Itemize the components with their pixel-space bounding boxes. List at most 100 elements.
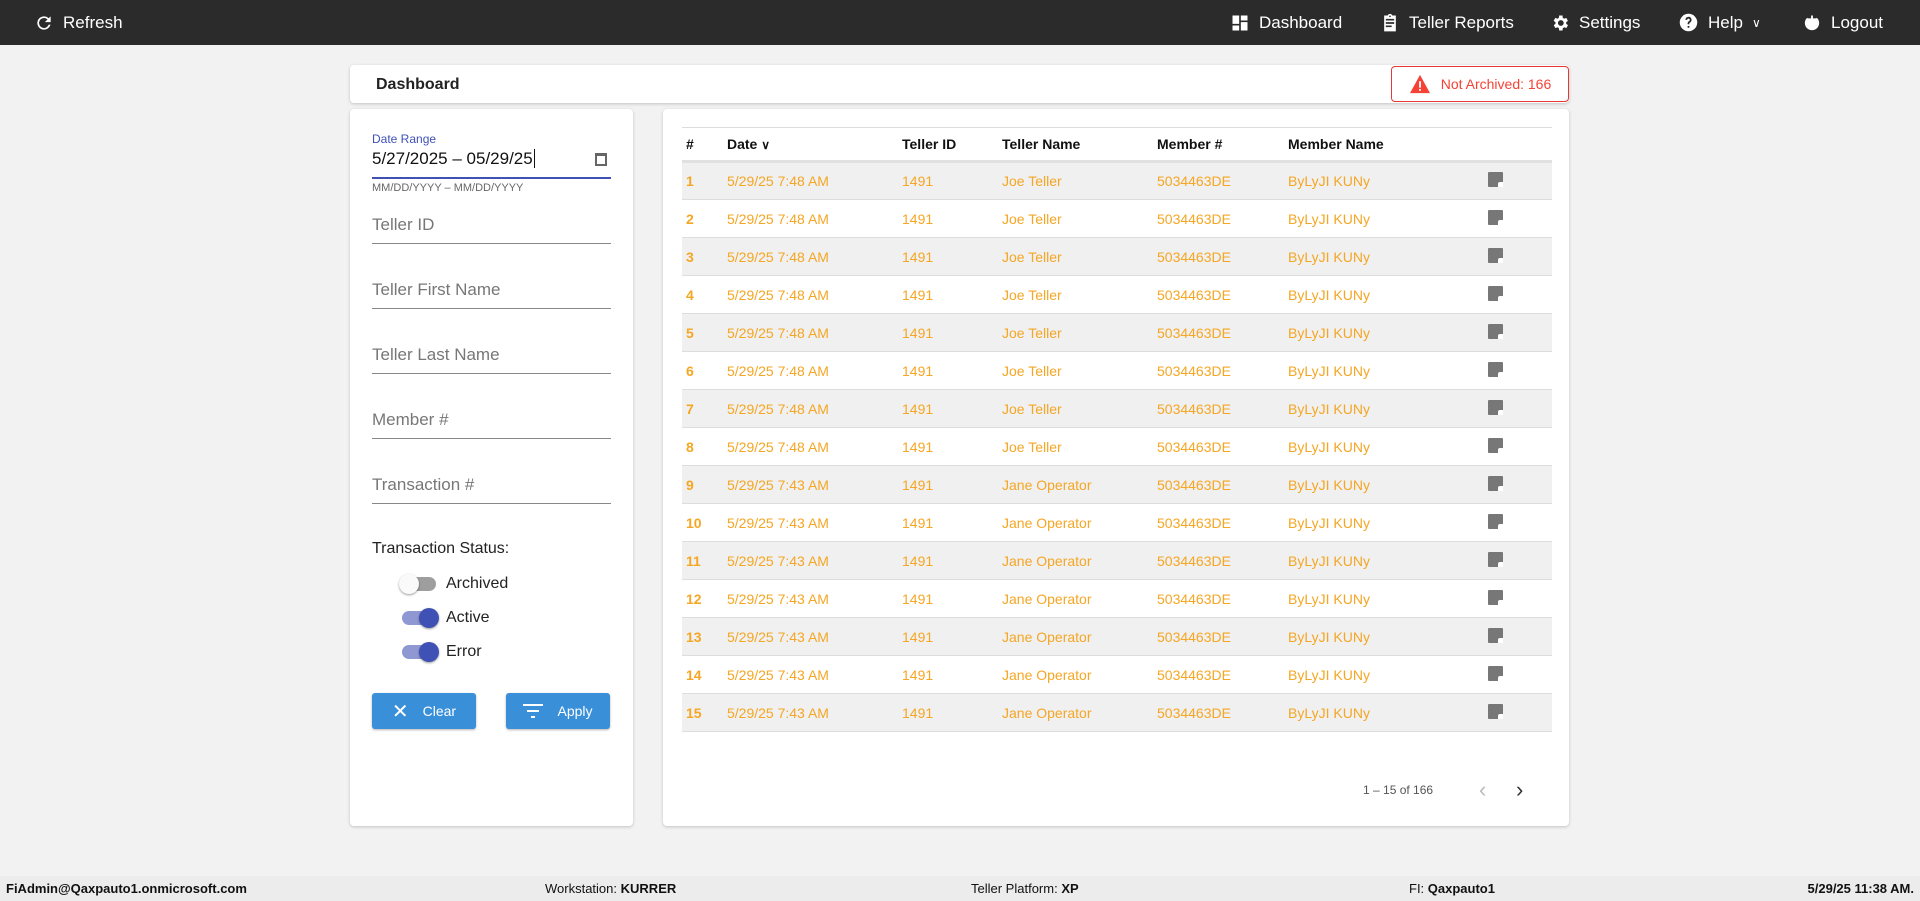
row-teller-name: Joe Teller bbox=[998, 427, 1153, 466]
note-icon[interactable] bbox=[1488, 551, 1503, 567]
clear-button[interactable]: ✕ Clear bbox=[372, 693, 476, 729]
note-icon[interactable] bbox=[1488, 172, 1503, 187]
row-teller-name: Jane Operator bbox=[998, 617, 1153, 656]
note-icon[interactable] bbox=[1488, 665, 1503, 681]
row-teller-name: Joe Teller bbox=[998, 275, 1153, 314]
row-actions bbox=[1484, 161, 1552, 200]
filter-panel: Date Range 5/27/2025 – 05/29/25 MM/DD/YY… bbox=[350, 109, 633, 826]
row-number: 2 bbox=[682, 199, 723, 238]
row-member-number: 5034463DE bbox=[1153, 237, 1284, 276]
prev-page-button[interactable]: ‹ bbox=[1479, 777, 1487, 802]
not-archived-badge[interactable]: Not Archived: 166 bbox=[1391, 66, 1569, 102]
help-label: Help bbox=[1708, 12, 1743, 32]
row-member-name: ByLyJI KUNy bbox=[1284, 199, 1484, 238]
error-toggle[interactable]: Error bbox=[402, 642, 482, 662]
table-row[interactable]: 2 5/29/25 7:48 AM 1491 Joe Teller 5034463DE B… bbox=[682, 199, 1552, 238]
refresh-button[interactable]: Refresh bbox=[34, 0, 123, 45]
calendar-icon[interactable] bbox=[595, 153, 607, 166]
footer-user: FiAdmin@Qaxpauto1.onmicrosoft.com bbox=[6, 881, 247, 896]
table-row[interactable]: 9 5/29/25 7:43 AM 1491 Jane Operator 5034463… bbox=[682, 465, 1552, 504]
archived-toggle[interactable]: Archived bbox=[399, 574, 509, 594]
table-row[interactable]: 1 5/29/25 7:48 AM 1491 Joe Teller 5034463DE B… bbox=[682, 161, 1552, 200]
note-icon[interactable] bbox=[1488, 627, 1503, 643]
row-number: 15 bbox=[682, 693, 723, 732]
row-actions bbox=[1484, 427, 1552, 466]
table-row[interactable]: 7 5/29/25 7:48 AM 1491 Joe Teller 5034463DE B… bbox=[682, 389, 1552, 428]
clear-label: Clear bbox=[422, 703, 457, 719]
note-icon[interactable] bbox=[1488, 361, 1503, 377]
error-label: Error bbox=[446, 643, 482, 660]
row-teller-id: 1491 bbox=[898, 237, 998, 276]
workstation-label: Workstation: bbox=[545, 881, 618, 896]
note-icon[interactable] bbox=[1488, 285, 1503, 301]
note-icon[interactable] bbox=[1488, 475, 1503, 491]
teller-first-name-input[interactable]: Teller First Name bbox=[372, 280, 611, 309]
note-icon[interactable] bbox=[1488, 589, 1503, 605]
row-number: 7 bbox=[682, 389, 723, 428]
apply-button[interactable]: Apply bbox=[506, 693, 610, 729]
workstation-value: KURRER bbox=[620, 881, 677, 896]
row-member-number: 5034463DE bbox=[1153, 313, 1284, 352]
help-icon bbox=[1679, 13, 1698, 32]
transaction-number-input[interactable]: Transaction # bbox=[372, 475, 611, 504]
row-teller-id: 1491 bbox=[898, 199, 998, 238]
row-teller-id: 1491 bbox=[898, 389, 998, 428]
col-member-number: Member # bbox=[1153, 127, 1284, 163]
nav-settings[interactable]: Settings bbox=[1550, 0, 1640, 45]
teller-id-input[interactable]: Teller ID bbox=[372, 215, 611, 244]
date-range-input[interactable]: 5/27/2025 – 05/29/25 bbox=[372, 149, 611, 179]
note-icon[interactable] bbox=[1488, 323, 1503, 339]
table-row[interactable]: 11 5/29/25 7:43 AM 1491 Jane Operator 503446… bbox=[682, 541, 1552, 580]
nav-help[interactable]: Help ∨ bbox=[1678, 0, 1761, 45]
nav-dashboard[interactable]: Dashboard bbox=[1230, 0, 1342, 45]
row-date: 5/29/25 7:43 AM bbox=[723, 579, 898, 618]
row-actions bbox=[1484, 199, 1552, 238]
note-icon[interactable] bbox=[1488, 209, 1503, 225]
transactions-panel: # Date ∨ Teller ID Teller Name Member # … bbox=[663, 109, 1569, 826]
note-icon[interactable] bbox=[1488, 247, 1503, 263]
note-icon[interactable] bbox=[1488, 399, 1503, 415]
row-date: 5/29/25 7:43 AM bbox=[723, 655, 898, 694]
platform-label: Teller Platform: bbox=[971, 881, 1058, 896]
row-teller-id: 1491 bbox=[898, 693, 998, 732]
table-row[interactable]: 6 5/29/25 7:48 AM 1491 Joe Teller 5034463DE B… bbox=[682, 351, 1552, 390]
row-number: 14 bbox=[682, 655, 723, 694]
table-row[interactable]: 13 5/29/25 7:43 AM 1491 Jane Operator 503446… bbox=[682, 617, 1552, 656]
logout-button[interactable]: Logout bbox=[1802, 0, 1883, 45]
table-row[interactable]: 8 5/29/25 7:48 AM 1491 Joe Teller 5034463DE B… bbox=[682, 427, 1552, 466]
table-row[interactable]: 4 5/29/25 7:48 AM 1491 Joe Teller 5034463DE B… bbox=[682, 275, 1552, 314]
row-teller-name: Joe Teller bbox=[998, 161, 1153, 200]
teller-last-name-input[interactable]: Teller Last Name bbox=[372, 345, 611, 374]
col-date[interactable]: Date ∨ bbox=[723, 127, 898, 163]
table-row[interactable]: 14 5/29/25 7:43 AM 1491 Jane Operator 503446… bbox=[682, 655, 1552, 694]
date-header-label: Date bbox=[727, 136, 758, 152]
row-member-number: 5034463DE bbox=[1153, 199, 1284, 238]
footer-platform: Teller Platform: XP bbox=[971, 881, 1079, 896]
footer-workstation: Workstation: KURRER bbox=[545, 881, 676, 896]
active-toggle[interactable]: Active bbox=[402, 608, 490, 628]
member-number-input[interactable]: Member # bbox=[372, 410, 611, 439]
table-row[interactable]: 12 5/29/25 7:43 AM 1491 Jane Operator 503446… bbox=[682, 579, 1552, 618]
table-row[interactable]: 3 5/29/25 7:48 AM 1491 Joe Teller 5034463DE B… bbox=[682, 237, 1552, 276]
note-icon[interactable] bbox=[1488, 703, 1503, 719]
row-member-number: 5034463DE bbox=[1153, 351, 1284, 390]
table-row[interactable]: 10 5/29/25 7:43 AM 1491 Jane Operator 503446… bbox=[682, 503, 1552, 542]
table-row[interactable]: 15 5/29/25 7:43 AM 1491 Jane Operator 503446… bbox=[682, 693, 1552, 732]
row-actions bbox=[1484, 617, 1552, 656]
note-icon[interactable] bbox=[1488, 437, 1503, 453]
archived-label: Archived bbox=[446, 575, 509, 592]
row-date: 5/29/25 7:43 AM bbox=[723, 693, 898, 732]
teller-reports-label: Teller Reports bbox=[1409, 12, 1514, 32]
nav-teller-reports[interactable]: Teller Reports bbox=[1380, 0, 1514, 45]
next-page-button[interactable]: › bbox=[1516, 777, 1524, 802]
row-actions bbox=[1484, 389, 1552, 428]
table-row[interactable]: 5 5/29/25 7:48 AM 1491 Joe Teller 5034463DE B… bbox=[682, 313, 1552, 352]
row-actions bbox=[1484, 655, 1552, 694]
row-teller-id: 1491 bbox=[898, 427, 998, 466]
refresh-icon bbox=[37, 15, 51, 30]
col-teller-id: Teller ID bbox=[898, 127, 998, 163]
col-teller-name: Teller Name bbox=[998, 127, 1153, 163]
note-icon[interactable] bbox=[1488, 513, 1503, 529]
top-nav-bar: Refresh Dashboard Teller Reports Setting… bbox=[0, 0, 1920, 45]
row-teller-name: Jane Operator bbox=[998, 503, 1153, 542]
